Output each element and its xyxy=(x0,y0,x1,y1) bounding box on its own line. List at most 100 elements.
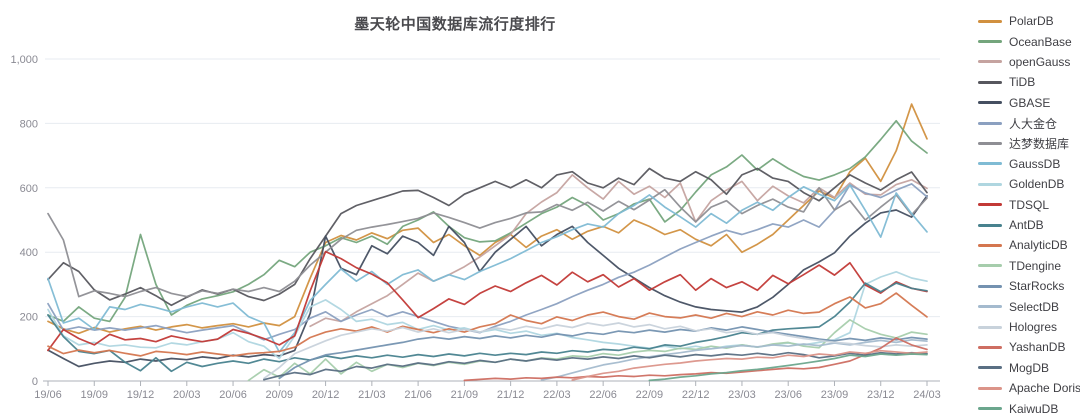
series-line-YashanDB xyxy=(463,337,928,382)
legend-swatch xyxy=(978,182,1002,186)
x-axis-tick-label: 23/06 xyxy=(774,389,802,401)
legend-item-GaussDB[interactable]: GaussDB xyxy=(978,154,1078,174)
legend-swatch xyxy=(978,60,1002,64)
legend-label: GoldenDB xyxy=(1009,177,1065,192)
x-axis-tick-label: 20/03 xyxy=(173,389,201,401)
legend-swatch xyxy=(978,203,1002,207)
x-axis-tick-label: 20/06 xyxy=(219,389,247,401)
legend-swatch xyxy=(978,407,1002,411)
legend-swatch xyxy=(978,284,1002,288)
legend-item-TDengine[interactable]: TDengine xyxy=(978,256,1078,276)
legend-swatch xyxy=(978,101,1002,105)
legend-item-GoldenDB[interactable]: GoldenDB xyxy=(978,174,1078,194)
legend-label: AntDB xyxy=(1009,218,1044,233)
x-axis-tick-label: 21/03 xyxy=(358,389,386,401)
series-line-StarRocks xyxy=(278,326,928,380)
legend-label: GaussDB xyxy=(1009,156,1061,171)
legend-swatch xyxy=(978,142,1002,146)
legend-label: TDSQL xyxy=(1009,197,1050,212)
x-axis-tick-label: 20/09 xyxy=(266,389,294,401)
legend-item-达梦数据库[interactable]: 达梦数据库 xyxy=(978,133,1078,153)
legend-label: MogDB xyxy=(1009,360,1050,375)
chart-legend: PolarDB OceanBase openGauss TiDB GBASE 人大金仓达梦… xyxy=(978,11,1080,414)
x-axis-tick-label: 20/12 xyxy=(312,389,340,401)
legend-label: openGauss xyxy=(1009,54,1071,69)
legend-swatch xyxy=(978,243,1002,247)
legend-item-MogDB[interactable]: MogDB xyxy=(978,358,1078,378)
legend-swatch xyxy=(978,325,1002,329)
legend-swatch xyxy=(978,223,1002,227)
legend-swatch xyxy=(978,305,1002,309)
x-axis-tick-label: 24/03 xyxy=(913,389,941,401)
x-axis-tick-label: 21/09 xyxy=(451,389,479,401)
series-line-TiDB xyxy=(47,167,928,307)
legend-label: OceanBase xyxy=(1009,34,1072,49)
x-axis-tick-label: 23/03 xyxy=(728,389,756,401)
x-axis-tick-label: 22/12 xyxy=(682,389,710,401)
legend-item-GBASE[interactable]: GBASE xyxy=(978,93,1078,113)
legend-label: StarRocks xyxy=(1009,279,1065,294)
x-axis-tick-label: 21/06 xyxy=(404,389,432,401)
legend-swatch xyxy=(978,366,1002,370)
legend-item-PolarDB[interactable]: PolarDB xyxy=(978,11,1078,31)
chart-title: 墨天轮中国数据库流行度排行 xyxy=(354,16,556,33)
legend-item-AnalyticDB[interactable]: AnalyticDB xyxy=(978,235,1078,255)
legend-item-TDSQL[interactable]: TDSQL xyxy=(978,195,1078,215)
x-axis-tick-label: 22/09 xyxy=(636,389,664,401)
legend-label: PolarDB xyxy=(1009,14,1054,29)
legend-item-人大金仓[interactable]: 人大金仓 xyxy=(978,113,1078,133)
series-line-AnalyticDB xyxy=(47,292,928,357)
legend-label: GBASE xyxy=(1009,95,1051,110)
x-axis-tick-label: 21/12 xyxy=(497,389,525,401)
x-axis-tick-label: 23/12 xyxy=(867,389,895,401)
legend-label: TDengine xyxy=(1009,258,1062,273)
legend-label: 人大金仓 xyxy=(1009,116,1058,131)
series-line-GBASE xyxy=(47,195,928,368)
legend-swatch xyxy=(978,264,1002,268)
series-line-openGauss xyxy=(309,174,928,328)
series-line-Hologres xyxy=(263,322,928,380)
legend-label: TiDB xyxy=(1009,75,1036,90)
legend-label: 达梦数据库 xyxy=(1009,137,1070,152)
legend-label: Apache Doris xyxy=(1009,381,1080,396)
series-line-PolarDB xyxy=(47,103,928,335)
legend-label: KaiwuDB xyxy=(1009,401,1059,414)
legend-item-KaiwuDB[interactable]: KaiwuDB xyxy=(978,398,1078,414)
legend-swatch xyxy=(978,345,1002,349)
series-line-Apache Doris xyxy=(571,349,928,381)
series-line-TDengine xyxy=(247,318,928,382)
x-axis-tick-label: 19/09 xyxy=(80,389,108,401)
legend-item-OceanBase[interactable]: OceanBase xyxy=(978,31,1078,51)
y-axis-tick-label: 200 xyxy=(20,312,38,324)
y-axis-tick-label: 1,000 xyxy=(10,54,38,66)
legend-label: SelectDB xyxy=(1009,299,1060,314)
legend-swatch xyxy=(978,121,1002,125)
x-axis-tick-label: 19/12 xyxy=(127,389,155,401)
line-chart-plot: 0 200 400 600 800 1,000 19/06 19/09 19/12 20/03 20… xyxy=(10,54,941,401)
y-axis-tick-label: 600 xyxy=(20,183,38,195)
legend-item-YashanDB[interactable]: YashanDB xyxy=(978,337,1078,357)
x-axis-tick-label: 22/06 xyxy=(589,389,617,401)
legend-swatch xyxy=(978,19,1002,23)
legend-item-SelectDB[interactable]: SelectDB xyxy=(978,296,1078,316)
x-axis-tick-label: 19/06 xyxy=(34,389,62,401)
legend-item-TiDB[interactable]: TiDB xyxy=(978,72,1078,92)
legend-swatch xyxy=(978,386,1002,390)
legend-label: Hologres xyxy=(1009,320,1058,335)
legend-swatch xyxy=(978,162,1002,166)
series-line-AntDB xyxy=(47,282,928,373)
y-axis-tick-label: 800 xyxy=(20,118,38,130)
legend-item-StarRocks[interactable]: StarRocks xyxy=(978,276,1078,296)
series-line-OceanBase xyxy=(47,119,928,323)
x-axis-tick-label: 23/09 xyxy=(821,389,849,401)
legend-label: AnalyticDB xyxy=(1009,238,1068,253)
legend-label: YashanDB xyxy=(1009,340,1066,355)
series-line-MogDB xyxy=(263,351,928,381)
series-line-GaussDB xyxy=(47,184,928,353)
legend-item-Hologres[interactable]: Hologres xyxy=(978,317,1078,337)
y-axis-tick-label: 0 xyxy=(32,376,38,388)
legend-item-openGauss[interactable]: openGauss xyxy=(978,52,1078,72)
y-axis-tick-label: 400 xyxy=(20,247,38,259)
legend-item-AntDB[interactable]: AntDB xyxy=(978,215,1078,235)
legend-item-Apache Doris[interactable]: Apache Doris xyxy=(978,378,1080,398)
